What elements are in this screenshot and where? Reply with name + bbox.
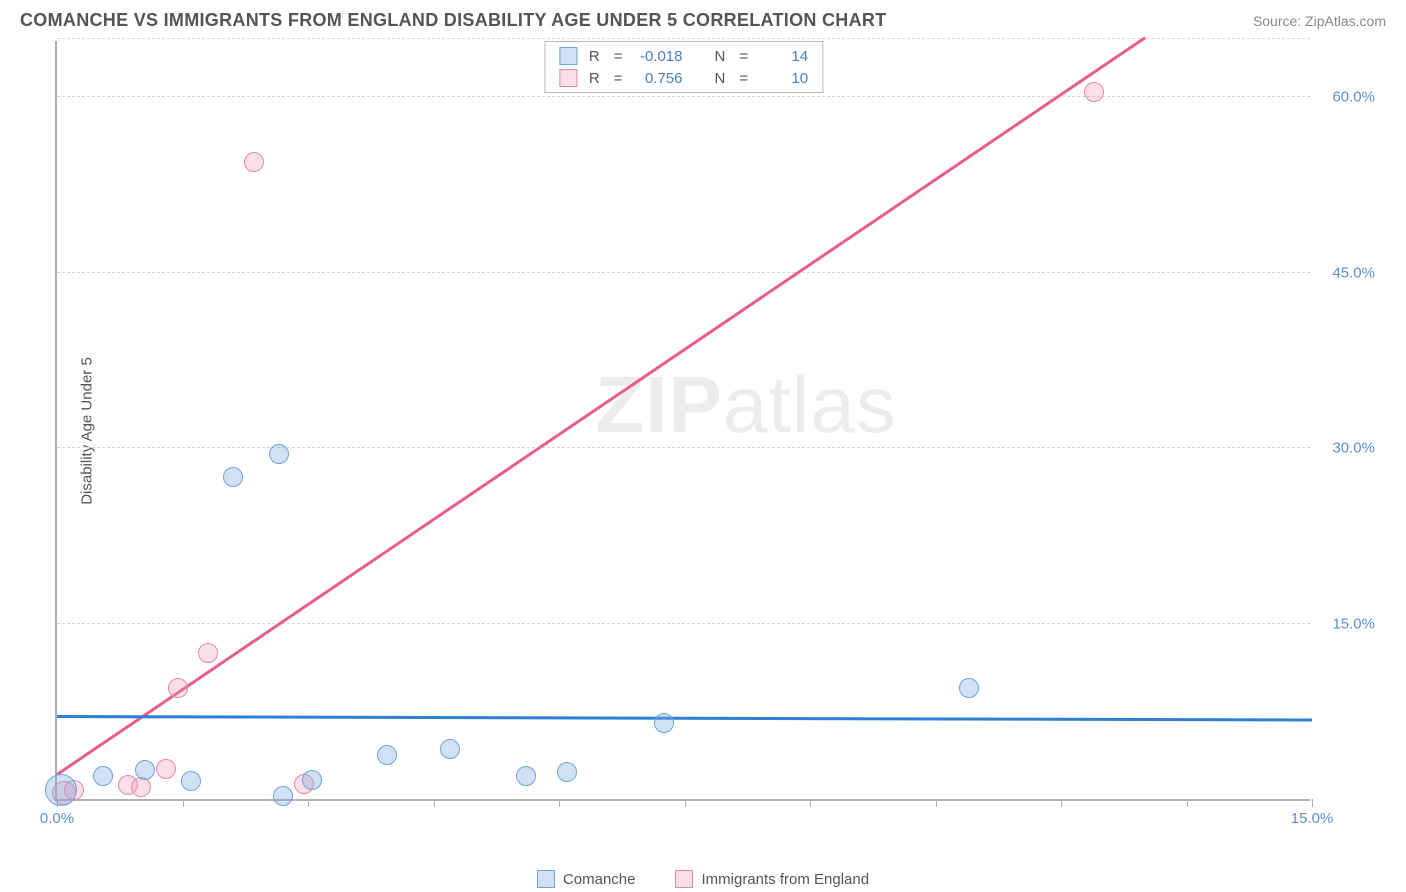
eq-label-2: = (739, 48, 748, 65)
pink-data-point (244, 152, 264, 172)
blue-r-value: -0.018 (635, 48, 683, 65)
watermark-zip: ZIP (595, 360, 722, 449)
blue-data-point (440, 739, 460, 759)
legend: Comanche Immigrants from England (0, 870, 1406, 888)
y-tick-label: 30.0% (1332, 440, 1375, 457)
correlation-stats-box: R = -0.018 N = 14 R = 0.756 N = 10 (544, 41, 823, 93)
n-label-2: N (715, 70, 726, 87)
stats-row-pink: R = 0.756 N = 10 (545, 67, 822, 89)
blue-data-point (45, 774, 77, 806)
stats-row-blue: R = -0.018 N = 14 (545, 45, 822, 67)
x-tick (810, 799, 811, 807)
x-tick (308, 799, 309, 807)
chart-title: COMANCHE VS IMMIGRANTS FROM ENGLAND DISA… (20, 10, 886, 31)
header: COMANCHE VS IMMIGRANTS FROM ENGLAND DISA… (0, 0, 1406, 37)
legend-swatch-pink-icon (675, 870, 693, 888)
eq-label-3: = (614, 70, 623, 87)
gridline (57, 623, 1310, 624)
pink-data-point (1084, 82, 1104, 102)
pink-trend-line (56, 37, 1145, 776)
r-label-2: R (589, 70, 600, 87)
source-attribution: Source: ZipAtlas.com (1253, 13, 1386, 29)
x-tick (1061, 799, 1062, 807)
pink-r-value: 0.756 (635, 70, 683, 87)
gridline (57, 272, 1310, 273)
x-tick (183, 799, 184, 807)
blue-data-point (302, 770, 322, 790)
watermark-atlas: atlas (723, 360, 897, 449)
eq-label: = (614, 48, 623, 65)
x-tick (685, 799, 686, 807)
gridline (57, 447, 1310, 448)
blue-data-point (269, 444, 289, 464)
chart-container: Disability Age Under 5 ZIPatlas R = -0.0… (55, 41, 1375, 821)
y-tick-label: 60.0% (1332, 89, 1375, 106)
blue-data-point (135, 760, 155, 780)
r-label: R (589, 48, 600, 65)
blue-data-point (654, 713, 674, 733)
blue-data-point (93, 766, 113, 786)
pink-n-value: 10 (760, 70, 808, 87)
n-label: N (715, 48, 726, 65)
blue-data-point (273, 786, 293, 806)
x-tick-label: 0.0% (40, 810, 74, 827)
pink-data-point (156, 759, 176, 779)
gridline (57, 38, 1310, 39)
pink-data-point (131, 777, 151, 797)
blue-data-point (959, 678, 979, 698)
x-tick (1187, 799, 1188, 807)
x-tick-label: 15.0% (1291, 810, 1334, 827)
y-tick-label: 45.0% (1332, 264, 1375, 281)
blue-data-point (181, 771, 201, 791)
legend-label-pink: Immigrants from England (701, 871, 869, 888)
gridline (57, 96, 1310, 97)
blue-n-value: 14 (760, 48, 808, 65)
legend-item-blue: Comanche (537, 870, 636, 888)
blue-data-point (516, 766, 536, 786)
blue-trend-line (57, 715, 1312, 721)
x-tick (936, 799, 937, 807)
swatch-blue-icon (559, 47, 577, 65)
legend-swatch-blue-icon (537, 870, 555, 888)
x-tick (1312, 799, 1313, 807)
blue-data-point (557, 762, 577, 782)
blue-data-point (377, 745, 397, 765)
plot-area: ZIPatlas R = -0.018 N = 14 R = 0.756 N = (55, 41, 1310, 801)
swatch-pink-icon (559, 69, 577, 87)
eq-label-4: = (739, 70, 748, 87)
legend-item-pink: Immigrants from England (675, 870, 869, 888)
y-tick-label: 15.0% (1332, 615, 1375, 632)
pink-data-point (168, 678, 188, 698)
x-tick (559, 799, 560, 807)
blue-data-point (223, 467, 243, 487)
legend-label-blue: Comanche (563, 871, 636, 888)
watermark: ZIPatlas (595, 359, 896, 451)
pink-data-point (198, 643, 218, 663)
x-tick (434, 799, 435, 807)
